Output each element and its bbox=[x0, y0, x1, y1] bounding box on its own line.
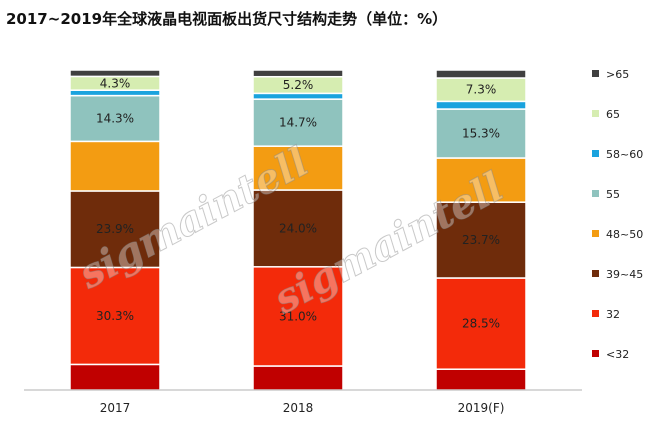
bars-layer bbox=[69, 69, 527, 391]
data-label-2018-39-45: 24.0% bbox=[279, 221, 317, 235]
legend-swatch-lt32 bbox=[592, 350, 599, 357]
bar-segment-2018-gt65 bbox=[252, 69, 344, 78]
legend: >65 65 58~60 55 48~50 39~45 32 <32 bbox=[592, 68, 643, 361]
bar-segment-2017-gt65 bbox=[69, 69, 161, 78]
legend-label-55: 55 bbox=[606, 188, 620, 201]
bar-segment-2018-55 bbox=[252, 98, 344, 147]
bar-segment-2019-F-gt65 bbox=[435, 69, 527, 79]
data-label-2018-32: 31.0% bbox=[279, 309, 317, 323]
data-label-2019-F-39-45: 23.7% bbox=[462, 233, 500, 247]
bar-segment-2017-32 bbox=[69, 266, 161, 366]
legend-label-48-50: 48~50 bbox=[606, 228, 643, 241]
legend-swatch-32 bbox=[592, 310, 599, 317]
bar-segment-2018-39-45 bbox=[252, 189, 344, 268]
legend-swatch-48-50 bbox=[592, 230, 599, 237]
data-labels-layer: 30.3% 23.9% 14.3% 4.3% 31.0% 24.0% 14.7% 5.2% 28… bbox=[96, 76, 500, 330]
legend-swatch-39-45 bbox=[592, 270, 599, 277]
bar-segment-2018-48-50 bbox=[252, 145, 344, 191]
data-label-2018-65: 5.2% bbox=[283, 78, 314, 92]
data-label-2017-65: 4.3% bbox=[100, 76, 131, 90]
legend-swatch-55 bbox=[592, 190, 599, 197]
x-tick-label-2019-F: 2019(F) bbox=[458, 401, 505, 415]
bar-segment-2019-F-58-60 bbox=[435, 100, 527, 110]
legend-swatch-65 bbox=[592, 110, 599, 117]
x-tick-label-2018: 2018 bbox=[283, 401, 314, 415]
bar-segment-2019-F-32 bbox=[435, 277, 527, 370]
legend-label-65: 65 bbox=[606, 108, 620, 121]
bar-segment-2019-F-48-50 bbox=[435, 157, 527, 203]
bar-segment-2017-39-45 bbox=[69, 190, 161, 269]
legend-label-gt65: >65 bbox=[606, 68, 629, 81]
bar-segment-2017-48-50 bbox=[69, 140, 161, 192]
bar-segment-2018-58-60 bbox=[252, 92, 344, 100]
bar-segment-2019-F-55 bbox=[435, 108, 527, 159]
x-tick-labels: 2017 2018 2019(F) bbox=[100, 401, 505, 415]
x-tick-label-2017: 2017 bbox=[100, 401, 131, 415]
bar-segment-2019-F-39-45 bbox=[435, 201, 527, 279]
chart-title: 2017~2019年全球液晶电视面板出货尺寸结构走势（单位：%） bbox=[6, 10, 448, 28]
data-label-2019-F-32: 28.5% bbox=[462, 317, 500, 331]
bar-segment-2019-F-lt32 bbox=[435, 368, 527, 391]
data-label-2018-55: 14.7% bbox=[279, 116, 317, 130]
legend-label-58-60: 58~60 bbox=[606, 148, 643, 161]
legend-swatch-gt65 bbox=[592, 70, 599, 77]
data-label-2017-39-45: 23.9% bbox=[96, 222, 134, 236]
data-label-2017-55: 14.3% bbox=[96, 111, 134, 125]
legend-swatch-58-60 bbox=[592, 150, 599, 157]
bar-segment-2017-lt32 bbox=[69, 363, 161, 391]
data-label-2019-F-55: 15.3% bbox=[462, 127, 500, 141]
legend-label-lt32: <32 bbox=[606, 348, 629, 361]
legend-label-39-45: 39~45 bbox=[606, 268, 643, 281]
data-label-2017-32: 30.3% bbox=[96, 309, 134, 323]
bar-segment-2018-lt32 bbox=[252, 365, 344, 391]
legend-label-32: 32 bbox=[606, 308, 620, 321]
data-label-2019-F-65: 7.3% bbox=[466, 83, 497, 97]
bar-segment-2017-58-60 bbox=[69, 89, 161, 97]
